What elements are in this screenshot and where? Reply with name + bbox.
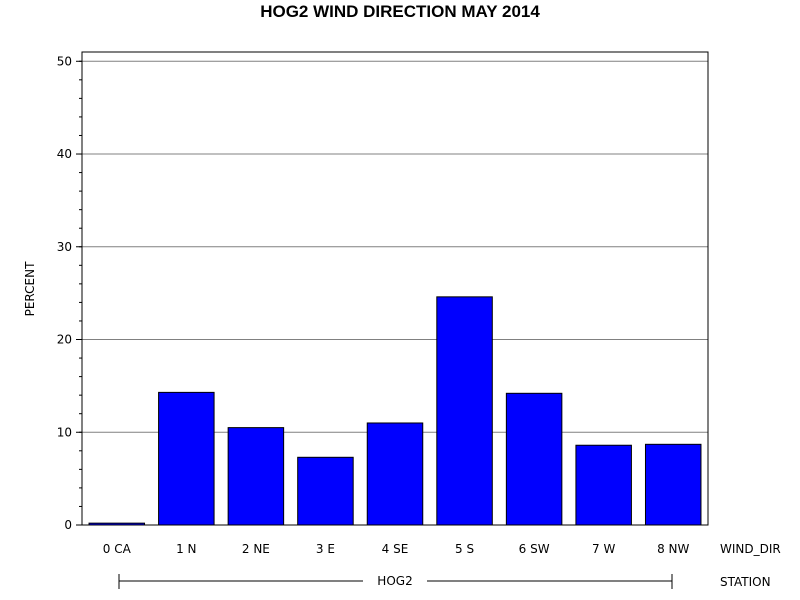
- chart-title: HOG2 WIND DIRECTION MAY 2014: [260, 2, 540, 21]
- x-tick-label: 1 N: [176, 542, 196, 556]
- y-axis-ticks: 0 10 20 30 40 50: [57, 54, 82, 532]
- y-tick-label: 40: [57, 147, 72, 161]
- bar: [575, 444, 632, 526]
- x-tick-label: 6 SW: [519, 542, 550, 556]
- x-tick-label: 4 SE: [382, 542, 409, 556]
- plot-frame: [81, 51, 709, 526]
- bar: [297, 456, 354, 526]
- station-axis-label: STATION: [720, 575, 771, 589]
- bar: [158, 391, 215, 526]
- y-axis-label: PERCENT: [23, 261, 37, 316]
- y-tick-label: 0: [64, 518, 72, 532]
- x-tick-label: 2 NE: [242, 542, 270, 556]
- bar: [436, 296, 493, 526]
- y-tick-label: 50: [57, 54, 72, 68]
- station-group-label: HOG2: [377, 574, 412, 588]
- y-tick-label: 10: [57, 425, 72, 439]
- x-tick-label: 8 NW: [657, 542, 689, 556]
- bars: [88, 296, 702, 526]
- bar: [366, 422, 424, 526]
- x-tick-label: 7 W: [592, 542, 615, 556]
- bar: [227, 427, 285, 526]
- bar: [644, 443, 702, 526]
- x-axis-ticks: 0 CA 1 N 2 NE 3 E 4 SE 5 S 6 SW 7 W 8 NW: [103, 542, 690, 556]
- bar: [505, 392, 563, 526]
- x-tick-label: 0 CA: [103, 542, 132, 556]
- station-group-axis: HOG2 STATION: [118, 574, 771, 589]
- x-tick-label: 3 E: [316, 542, 335, 556]
- y-tick-label: 20: [57, 333, 72, 347]
- x-axis-label: WIND_DIR: [720, 542, 781, 556]
- x-tick-label: 5 S: [455, 542, 474, 556]
- y-tick-label: 30: [57, 240, 72, 254]
- gridlines: [82, 60, 708, 433]
